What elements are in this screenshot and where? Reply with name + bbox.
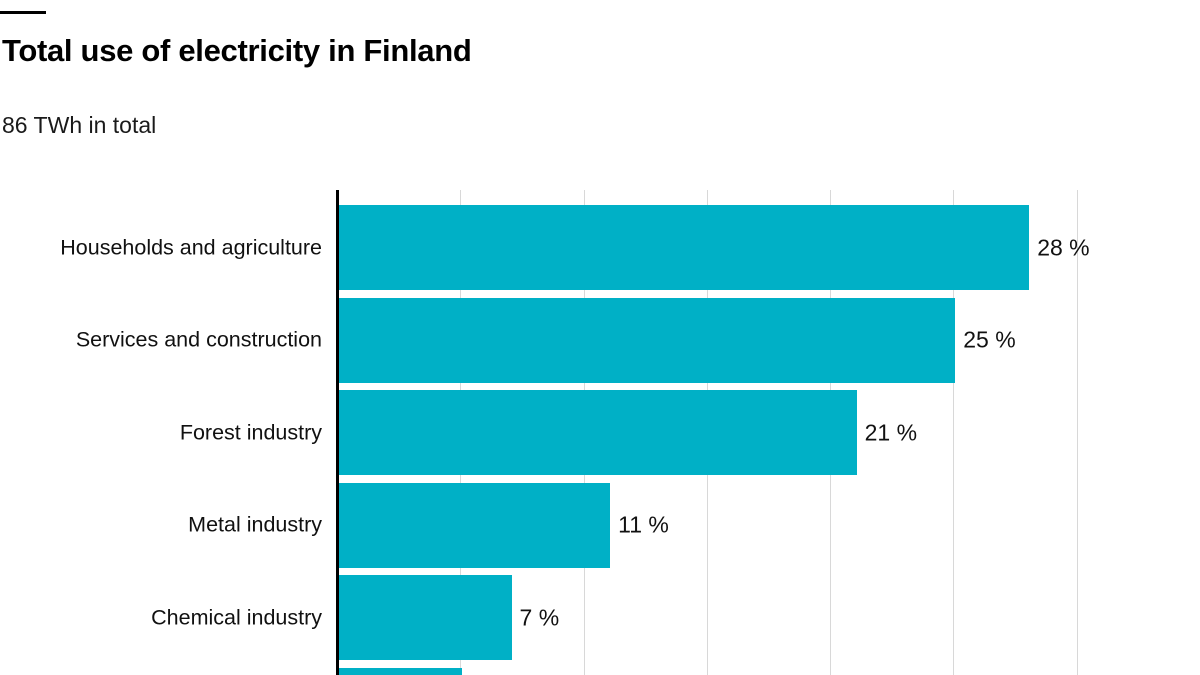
value-label: 11 % [618,511,669,538]
value-label: 25 % [963,326,1016,353]
bar [339,297,956,383]
value-label: 7 % [519,604,560,630]
category-label: Chemical industry [151,605,322,629]
gridline-30 [1076,190,1078,675]
category-label: Households and agriculture [60,235,322,259]
bar [339,390,857,475]
category-label: Forest industry [179,420,322,444]
category-label: Services and construction [75,327,322,352]
bar [339,205,1030,290]
value-label: 28 % [1037,234,1090,260]
chart-subtitle: 86 TWh in total [2,112,157,138]
y-axis-line [336,190,339,675]
category-label: Metal industry [188,512,322,537]
value-label: 21 % [864,419,918,445]
bar-cutoff [339,667,463,675]
bar [339,482,611,568]
top-accent-line [0,11,46,14]
bar [339,575,512,660]
chart-title: Total use of electricity in Finland [2,33,472,68]
gridline-25 [953,190,955,675]
